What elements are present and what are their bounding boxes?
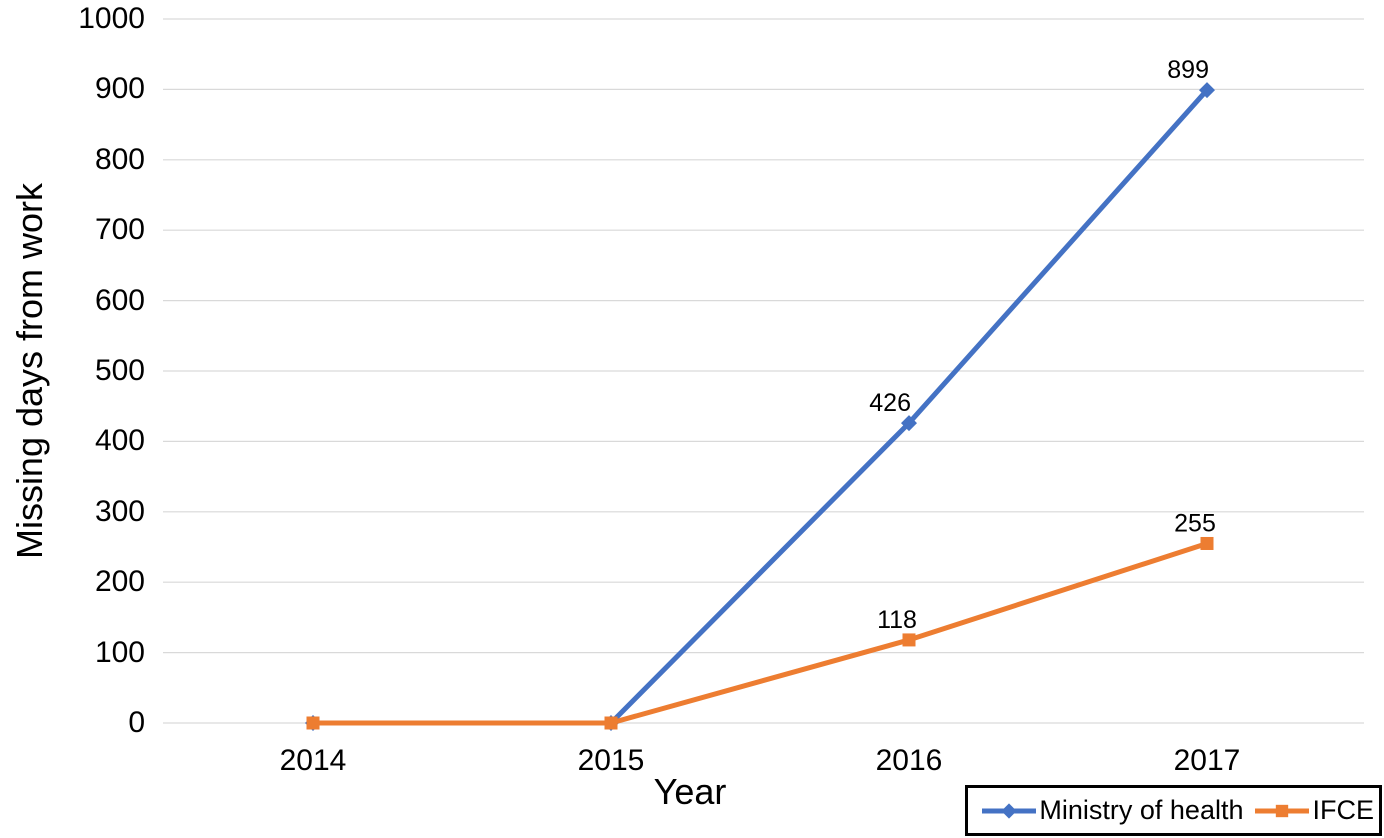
y-axis-tick-label: 500 bbox=[94, 354, 145, 387]
y-axis-tick-label: 700 bbox=[94, 213, 145, 247]
legend-label: IFCE bbox=[1312, 795, 1374, 825]
y-axis-tick-label: 800 bbox=[94, 142, 145, 176]
x-axis-title: Year bbox=[653, 771, 727, 812]
y-axis-tick-label: 900 bbox=[94, 72, 145, 106]
y-axis-tick-label: 300 bbox=[94, 494, 145, 528]
x-axis-tick-label: 2015 bbox=[577, 744, 645, 777]
diamond-marker-icon bbox=[901, 415, 917, 432]
square-marker-icon bbox=[1276, 804, 1289, 817]
x-axis-tick-label: 2016 bbox=[875, 744, 943, 777]
data-label: 255 bbox=[1174, 509, 1216, 537]
y-axis-tick-label: 0 bbox=[128, 706, 145, 739]
square-marker-icon bbox=[902, 633, 916, 647]
y-axis-tick-label: 200 bbox=[94, 565, 145, 599]
legend-item-ifce: IFCE bbox=[1255, 795, 1374, 826]
series-line-ifce bbox=[313, 541, 1208, 726]
square-marker-icon bbox=[306, 716, 320, 730]
x-axis-tick-label: 2014 bbox=[279, 744, 347, 777]
data-label: 118 bbox=[877, 606, 917, 634]
data-label: 899 bbox=[1167, 56, 1209, 84]
square-marker-icon bbox=[604, 716, 618, 730]
y-axis-tick-label: 100 bbox=[94, 635, 145, 669]
square-marker-icon bbox=[1200, 536, 1214, 550]
legend-label: Ministry of health bbox=[1039, 795, 1244, 825]
y-axis-tick-label: 1000 bbox=[78, 2, 145, 35]
y-axis-tick-label: 400 bbox=[94, 424, 145, 458]
series-line-ministry-of-health bbox=[313, 88, 1209, 726]
diamond-marker-icon bbox=[1199, 82, 1215, 99]
y-axis-tick-label: 600 bbox=[94, 283, 145, 317]
y-axis-title: Missing days from work bbox=[9, 182, 50, 560]
data-label: 426 bbox=[869, 389, 911, 417]
legend-item-ministry-of-health: Ministry of health bbox=[982, 795, 1243, 826]
diamond-marker-icon bbox=[1001, 802, 1017, 819]
legend-swatch-square-icon bbox=[1255, 804, 1310, 817]
legend-swatch-diamond-icon bbox=[982, 802, 1037, 819]
x-axis-tick-label: 2017 bbox=[1173, 744, 1241, 777]
legend: Ministry of health IFCE bbox=[965, 785, 1382, 836]
